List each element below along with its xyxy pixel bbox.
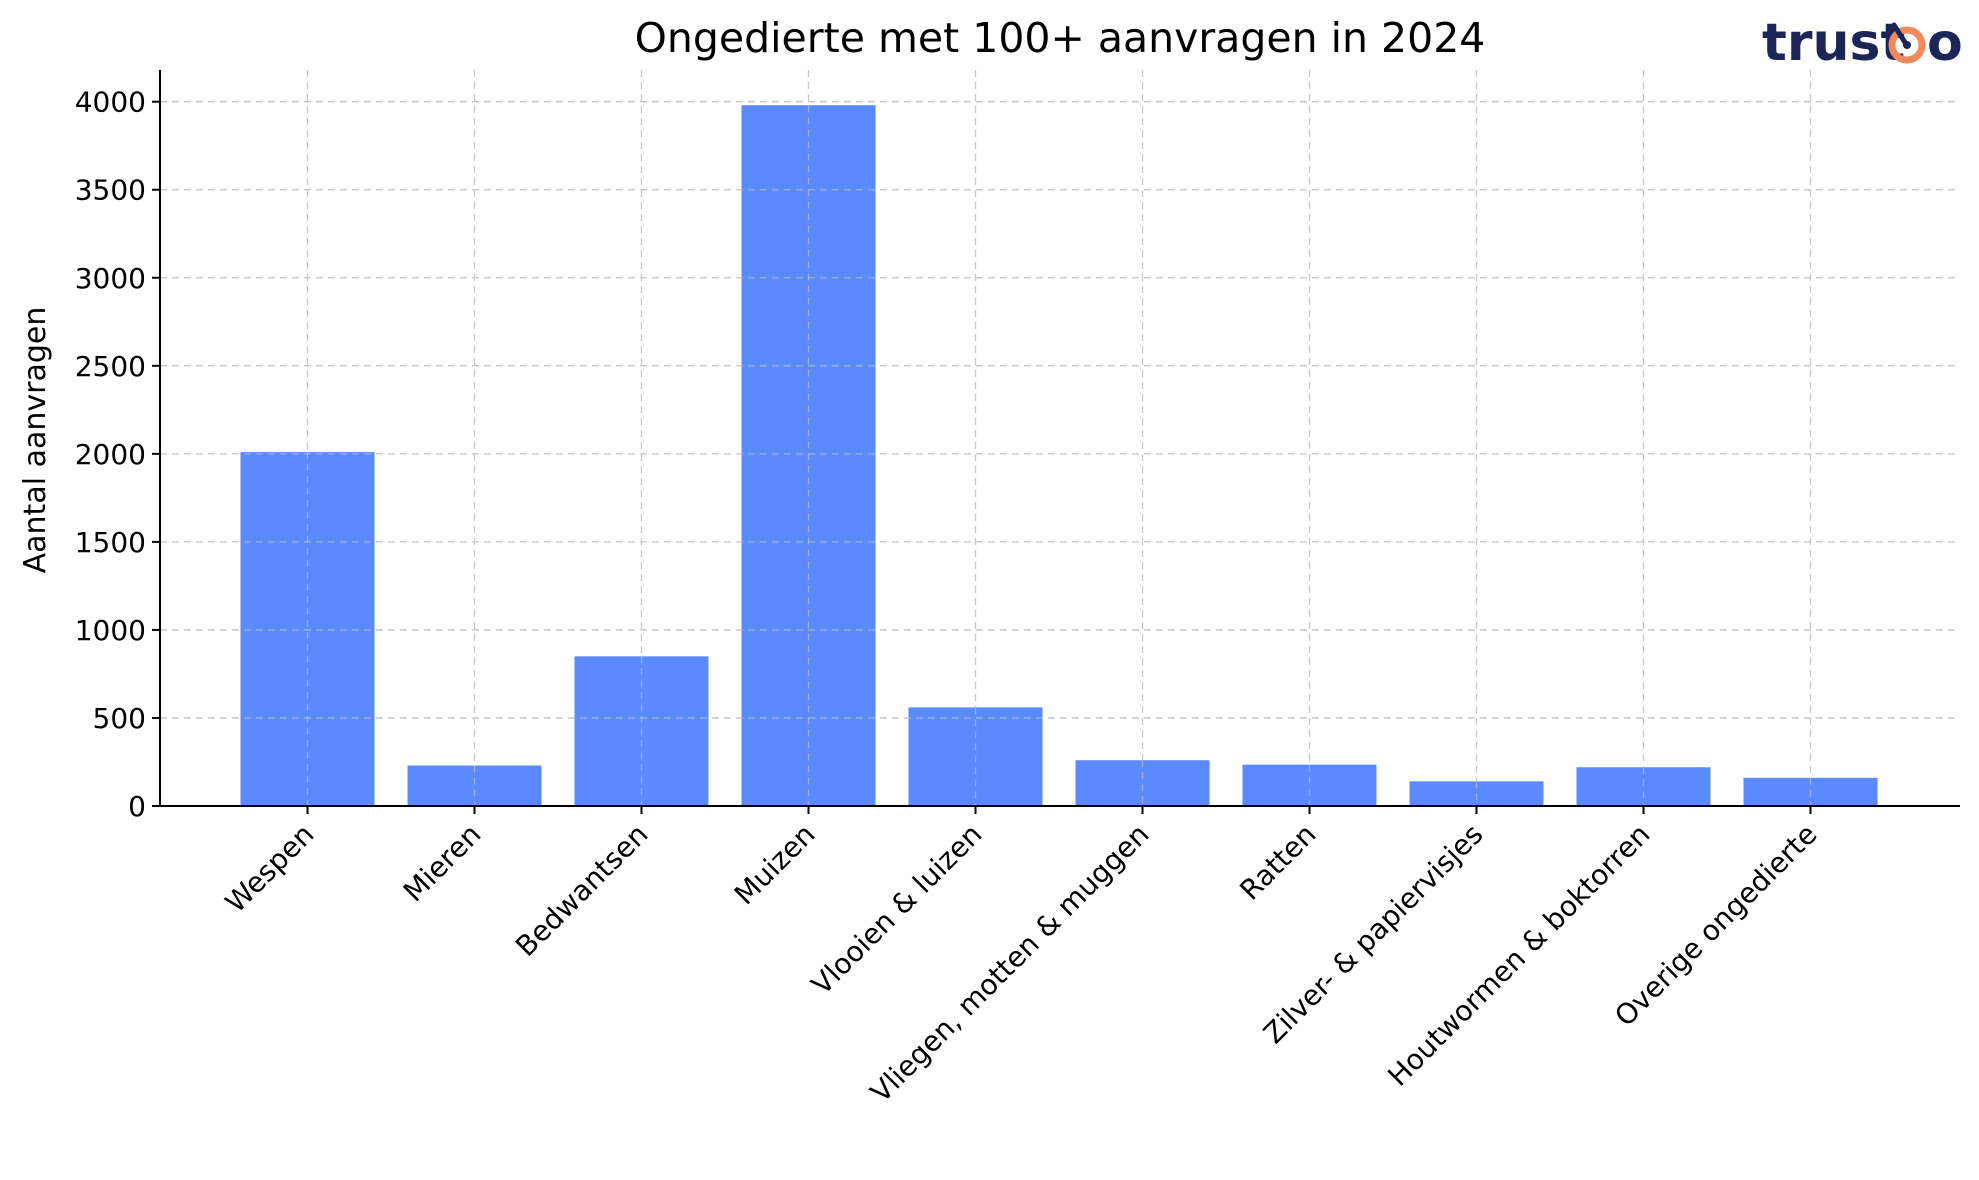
chart-title: Ongedierte met 100+ aanvragen in 2024 — [635, 14, 1486, 62]
y-tick-label: 2000 — [75, 438, 146, 471]
x-tick-label: Ratten — [1233, 818, 1322, 907]
y-axis-title: Aantal aanvragen — [18, 307, 53, 574]
y-tick-label: 500 — [93, 702, 146, 735]
trustoo-logo-wordmark-end: o — [1927, 13, 1963, 73]
y-tick-label: 1500 — [75, 526, 146, 559]
x-tick-label: Muizen — [728, 818, 822, 912]
y-tick-label: 3500 — [75, 174, 146, 207]
y-tick-label: 3000 — [75, 262, 146, 295]
y-axis-ticks: 0 500 1000 1500 2000 2500 3000 3500 4000 — [75, 86, 160, 823]
x-tick-label: Vliegen, motten & muggen — [864, 818, 1155, 1109]
y-tick-label: 4000 — [75, 86, 146, 119]
x-tick-label: Houtwormen & boktorren — [1381, 818, 1656, 1093]
trustoo-logo: trust o — [1762, 13, 1963, 73]
grid — [160, 70, 1960, 807]
x-tick-label: Wespen — [219, 818, 321, 920]
y-tick-label: 2500 — [75, 350, 146, 383]
x-tick-label: Bedwantsen — [509, 818, 654, 963]
bars — [160, 101, 1960, 807]
target-icon — [1888, 22, 1926, 64]
y-tick-label: 0 — [128, 790, 146, 823]
trustoo-logo-wordmark: trust — [1762, 13, 1905, 73]
x-tick-label: Vlooien & luizen — [805, 818, 989, 1002]
x-tick-label: Mieren — [397, 818, 488, 909]
y-tick-label: 1000 — [75, 614, 146, 647]
axes — [159, 70, 1960, 807]
